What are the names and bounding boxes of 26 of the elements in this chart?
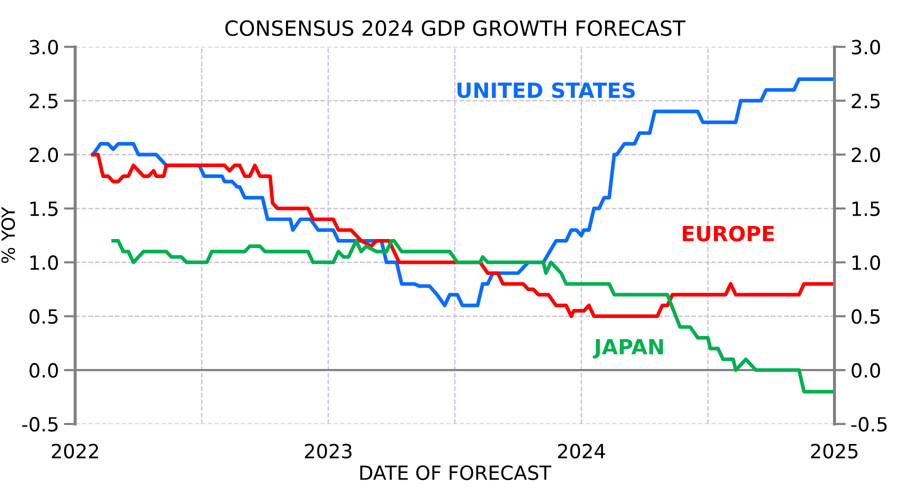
y2-tick-label: 1.5 bbox=[852, 202, 880, 216]
series-label: JAPAN bbox=[592, 339, 663, 358]
y2-tick-label: 1.0 bbox=[852, 255, 880, 270]
chart-title: CONSENSUS 2024 GDP GROWTH FORECAST bbox=[225, 20, 686, 36]
y2-tick-label: 3.0 bbox=[852, 40, 880, 54]
y2-tick-label: 2.0 bbox=[852, 148, 880, 162]
x-tick-label: 2023 bbox=[304, 444, 352, 458]
y-tick-label: 3.0 bbox=[30, 40, 58, 54]
y-tick-label: 0.5 bbox=[30, 309, 58, 324]
y2-tick-label: 0.0 bbox=[852, 363, 880, 378]
y-tick-label: -0.5 bbox=[22, 416, 58, 432]
y2-tick-label: 2.5 bbox=[852, 94, 880, 108]
x-tick-label: 2024 bbox=[558, 444, 605, 458]
y-tick-label: 2.0 bbox=[30, 148, 58, 162]
y-tick-label: 0.0 bbox=[30, 363, 58, 378]
series-label: UNITED STATES bbox=[458, 82, 635, 98]
y2-tick-label: 0.5 bbox=[852, 309, 880, 324]
text: EUROPE bbox=[682, 226, 774, 242]
x-tick-label: 2022 bbox=[52, 444, 98, 458]
y-tick-label: 1.0 bbox=[30, 255, 58, 270]
y2-tick-label: -0.5 bbox=[851, 416, 887, 432]
x-axis-title: DATE OF FORECAST bbox=[360, 465, 552, 480]
y-tick-label: 2.5 bbox=[30, 94, 58, 108]
y-axis-title: % YOY bbox=[1, 206, 16, 263]
y-tick-label: 1.5 bbox=[30, 202, 58, 216]
x-tick-label: 2025 bbox=[811, 444, 858, 458]
